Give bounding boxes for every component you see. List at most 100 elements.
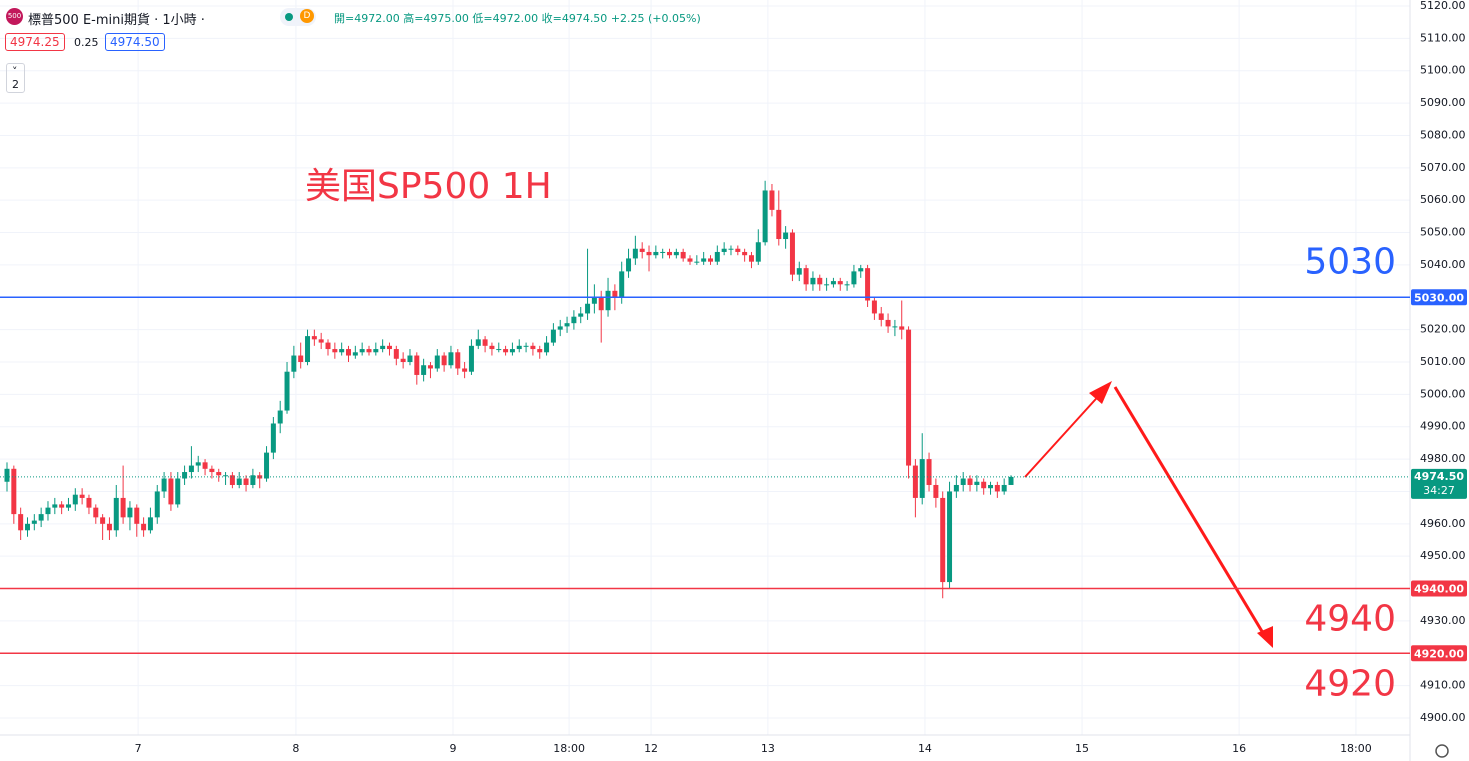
y-tick-label: 4910.00: [1420, 679, 1466, 692]
candle-body: [93, 507, 99, 518]
candle-body: [195, 462, 201, 466]
candle-body: [789, 232, 795, 275]
ohlc: 開=4972.00 高=4975.00 低=4972.00 收=4974.50 …: [334, 10, 701, 26]
candle-body: [537, 349, 543, 353]
candle-body: [994, 484, 1000, 492]
settings-icon[interactable]: [1435, 744, 1449, 758]
candle-body: [947, 491, 953, 583]
ohlc-change: +2.25 (+0.05%): [610, 12, 701, 25]
price-tag-label: 5030.00: [1414, 291, 1464, 304]
candle-body: [229, 475, 235, 485]
candle-body: [653, 251, 659, 256]
candle-body: [489, 345, 495, 350]
y-tick-label: 5110.00: [1420, 31, 1466, 44]
candle-body: [264, 452, 270, 479]
y-tick-label: 4930.00: [1420, 614, 1466, 627]
candle-body: [865, 268, 871, 301]
y-tick-label: 4980.00: [1420, 452, 1466, 465]
candle-body: [4, 468, 10, 482]
candle-body: [796, 268, 802, 275]
x-tick-label: 16: [1232, 742, 1246, 755]
candle-body: [550, 329, 556, 343]
candle-body: [332, 349, 338, 353]
candle-body: [762, 190, 768, 243]
level-label: 4920: [1304, 663, 1396, 704]
candle-body: [824, 284, 830, 286]
candle-body: [346, 349, 351, 356]
arrow-head: [1089, 381, 1112, 404]
candle-body: [386, 345, 392, 350]
symbol-title[interactable]: 標普500 E-mini期貨 · 1小時 ·: [28, 13, 205, 28]
candle-body: [988, 484, 994, 489]
x-tick-label: 18:00: [1340, 742, 1372, 755]
x-tick-label: 9: [449, 742, 456, 755]
y-tick-label: 5000.00: [1420, 387, 1466, 400]
candle-body: [45, 507, 51, 515]
candle-body: [243, 478, 249, 485]
status-dot: [285, 13, 293, 21]
x-tick-label: 8: [292, 742, 299, 755]
candle-body: [803, 268, 809, 285]
y-tick-label: 5100.00: [1420, 64, 1466, 77]
candle-body: [967, 478, 973, 485]
candle-body: [11, 468, 17, 515]
candle-body: [892, 326, 898, 328]
candle-body: [687, 258, 693, 262]
candle-body: [516, 345, 522, 350]
y-tick-label: 5090.00: [1420, 96, 1466, 109]
y-tick-label: 4900.00: [1420, 711, 1466, 724]
y-tick-label: 5050.00: [1420, 226, 1466, 239]
candle-body: [188, 465, 194, 473]
candle-body: [878, 313, 884, 320]
candle-body: [755, 242, 761, 262]
level-label: 5030: [1304, 241, 1396, 282]
candle-body: [919, 459, 925, 498]
candle-body: [366, 349, 372, 353]
candle-body: [769, 190, 775, 210]
candle-body: [858, 268, 864, 272]
ask[interactable]: 4974.50: [105, 33, 165, 51]
y-tick-label: 5010.00: [1420, 355, 1466, 368]
candle-body: [106, 523, 112, 531]
y-tick-label: 5060.00: [1420, 193, 1466, 206]
candle-body: [646, 251, 652, 256]
candle-body: [742, 251, 748, 256]
candle-body: [113, 497, 119, 531]
x-tick-label: 15: [1075, 742, 1089, 755]
status-pill: D: [280, 8, 316, 26]
candle-body: [223, 475, 229, 477]
candle-body: [448, 352, 454, 366]
candle-body: [680, 251, 686, 259]
y-tick-label: 4990.00: [1420, 420, 1466, 433]
bid[interactable]: 4974.25: [5, 33, 65, 51]
candle-body: [216, 472, 222, 476]
candle-body: [810, 277, 816, 285]
candle-body: [427, 365, 433, 369]
candle-body: [953, 484, 959, 492]
candle-body: [311, 336, 317, 340]
candle-body: [120, 497, 126, 518]
x-tick-label: 14: [918, 742, 932, 755]
candle-body: [639, 248, 645, 252]
candle-body: [393, 349, 399, 359]
candle-body: [257, 475, 263, 479]
arrow: [1024, 389, 1105, 478]
candle-body: [694, 261, 700, 263]
countdown: 34:27: [1423, 484, 1455, 497]
candle-body: [783, 232, 789, 240]
candle-body: [940, 497, 946, 583]
candle-body: [585, 303, 591, 314]
candle-body: [544, 342, 550, 353]
candle-body: [844, 284, 850, 286]
candle-body: [134, 507, 140, 524]
candle-body: [291, 355, 297, 372]
x-tick-label: 12: [644, 742, 658, 755]
candle-body: [933, 484, 939, 498]
candle-body: [52, 504, 58, 508]
candle-body: [38, 514, 44, 521]
candle-body: [462, 368, 468, 372]
price-tag-label: 4940.00: [1414, 583, 1464, 596]
candle-body: [147, 517, 153, 531]
candle-body: [482, 339, 488, 346]
indicator-toggle[interactable]: ˅ 2: [6, 63, 25, 93]
